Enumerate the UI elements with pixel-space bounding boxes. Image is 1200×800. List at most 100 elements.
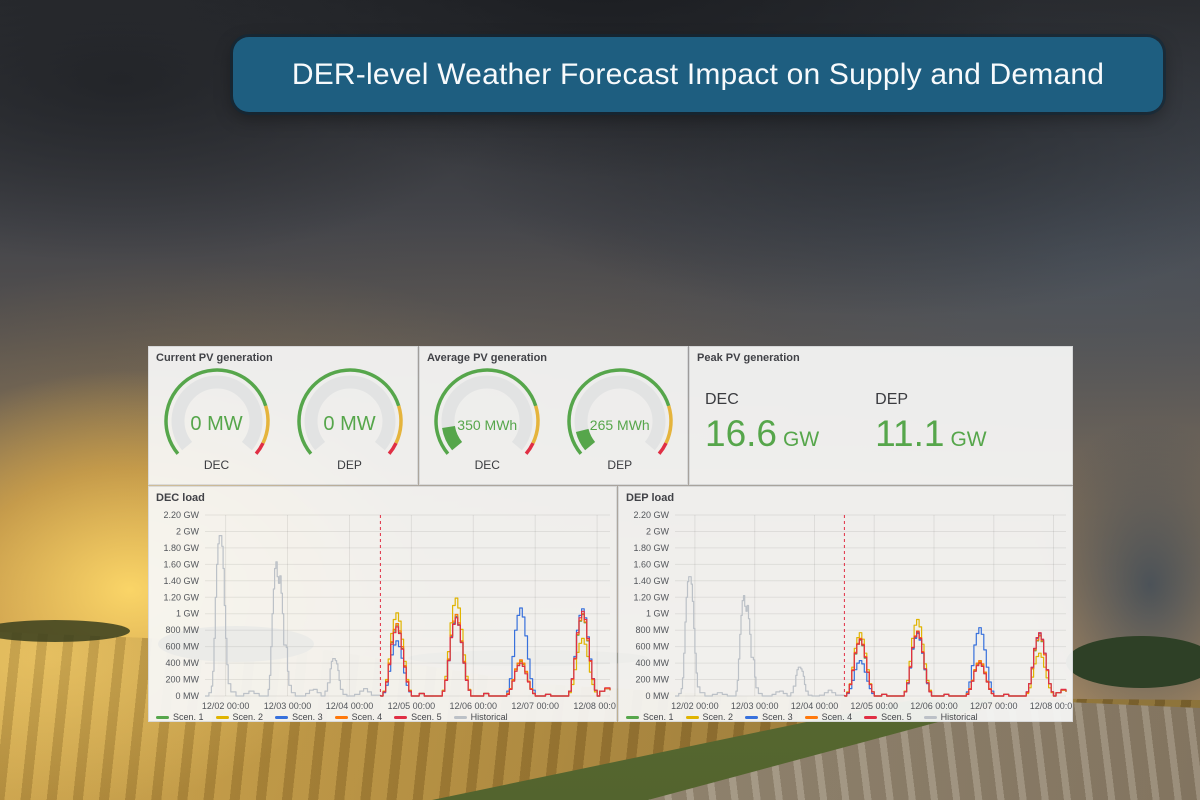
gauge-dec: 350 MWh DEC — [424, 365, 550, 472]
legend-swatch — [453, 716, 467, 720]
svg-text:12/07 00:00: 12/07 00:00 — [970, 701, 1018, 711]
svg-text:12/04 00:00: 12/04 00:00 — [326, 701, 374, 711]
gauge-value: 265 MWh — [589, 417, 650, 433]
svg-text:1.20 GW: 1.20 GW — [633, 592, 669, 602]
legend-item[interactable]: Scen. 2 — [215, 712, 263, 722]
panel-title[interactable]: Average PV generation — [427, 352, 548, 364]
svg-text:1.40 GW: 1.40 GW — [633, 576, 669, 586]
legend-swatch — [626, 716, 639, 720]
svg-text:2.20 GW: 2.20 GW — [633, 510, 669, 520]
gauge-dec: 0 MW DEC — [154, 365, 280, 472]
svg-text:1 GW: 1 GW — [646, 609, 670, 619]
legend-item[interactable]: Scen. 2 — [685, 712, 733, 722]
svg-text:400 MW: 400 MW — [165, 658, 199, 668]
legend-item[interactable]: Scen. 1 — [626, 712, 674, 722]
svg-text:200 MW: 200 MW — [165, 675, 199, 685]
svg-text:600 MW: 600 MW — [165, 642, 199, 652]
svg-text:12/06 00:00: 12/06 00:00 — [910, 701, 958, 711]
legend-swatch — [804, 716, 818, 720]
legend-item[interactable]: Historical — [923, 712, 978, 722]
svg-text:12/03 00:00: 12/03 00:00 — [264, 701, 312, 711]
svg-text:12/02 00:00: 12/02 00:00 — [671, 701, 719, 711]
gauge-dep: 265 MWh DEP — [557, 365, 683, 472]
title-banner: DER-level Weather Forecast Impact on Sup… — [233, 37, 1163, 112]
gauge-dep: 0 MW DEP — [287, 365, 413, 472]
legend-item[interactable]: Scen. 3 — [745, 712, 793, 722]
svg-text:1.60 GW: 1.60 GW — [163, 559, 199, 569]
legend-swatch — [923, 716, 937, 720]
legend-swatch — [156, 716, 169, 720]
chart-legend: Scen. 1 Scen. 2 Scen. 3 Scen. 4 Scen. 5 Histo… — [626, 712, 1073, 722]
dec-load-chart[interactable]: 2.20 GW 2 GW 1.80 GW 1.60 GW 1.40 GW 1.20 GW 1… — [149, 505, 616, 711]
stat-dec: DEC 16.6 GW — [705, 391, 819, 455]
legend-item[interactable]: Scen. 5 — [394, 712, 442, 722]
panel-title[interactable]: Current PV generation — [156, 352, 273, 364]
svg-text:12/07 00:00: 12/07 00:00 — [511, 701, 559, 711]
svg-text:2 GW: 2 GW — [176, 527, 200, 537]
stat-value: 11.1 — [875, 413, 945, 454]
svg-text:200 MW: 200 MW — [635, 675, 669, 685]
panel-dep-load: DEP load 2.20 GW 2 GW 1.80 GW 1.60 GW 1.40 G… — [618, 486, 1073, 722]
svg-text:800 MW: 800 MW — [165, 625, 199, 635]
svg-text:2.20 GW: 2.20 GW — [163, 510, 199, 520]
svg-text:12/06 00:00: 12/06 00:00 — [450, 701, 498, 711]
svg-text:1 GW: 1 GW — [176, 609, 200, 619]
gauge-value: 350 MWh — [457, 417, 518, 433]
gauge-label: DEP — [607, 458, 633, 472]
gauge-label: DEC — [474, 458, 500, 472]
gauge-label: DEP — [337, 458, 362, 472]
dashboard: Current PV generation 0 MW DEC 0 MW DEP … — [148, 346, 1073, 722]
gauge-arc — [163, 368, 270, 455]
svg-text:12/03 00:00: 12/03 00:00 — [731, 701, 779, 711]
legend-item[interactable]: Scen. 3 — [275, 712, 323, 722]
legend-item[interactable]: Historical — [453, 712, 508, 722]
panel-peak-pv-generation: Peak PV generation DEC 16.6 GW DEP 11.1 GW — [689, 346, 1073, 485]
legend-swatch — [334, 716, 348, 720]
panel-current-pv-generation: Current PV generation 0 MW DEC 0 MW DEP — [148, 346, 418, 485]
stat-label: DEP — [875, 391, 909, 408]
legend-item[interactable]: Scen. 5 — [864, 712, 912, 722]
stat-unit: GW — [783, 428, 820, 451]
svg-text:600 MW: 600 MW — [635, 642, 669, 652]
stat-unit: GW — [950, 428, 987, 451]
svg-text:12/02 00:00: 12/02 00:00 — [202, 701, 250, 711]
svg-text:12/08 00:00: 12/08 00:00 — [573, 701, 616, 711]
stat-dep: DEP 11.1 GW — [875, 391, 986, 455]
legend-swatch — [394, 716, 408, 720]
panel-average-pv-generation: Average PV generation 350 MWh DEC 265 MW… — [419, 346, 688, 485]
treeline — [0, 620, 130, 642]
legend-swatch — [864, 716, 878, 720]
panel-title[interactable]: DEC load — [156, 492, 205, 504]
gauge-label: DEC — [203, 458, 230, 472]
svg-text:0 MW: 0 MW — [176, 691, 200, 701]
svg-text:1.60 GW: 1.60 GW — [633, 559, 669, 569]
svg-text:12/08 00:00: 12/08 00:00 — [1030, 701, 1072, 711]
legend-item[interactable]: Scen. 4 — [334, 712, 382, 722]
panel-dec-load: DEC load 2.20 GW 2 GW 1.80 GW 1.60 GW 1.40 G… — [148, 486, 617, 722]
panel-title[interactable]: DEP load — [626, 492, 675, 504]
svg-text:800 MW: 800 MW — [635, 625, 669, 635]
legend-swatch — [685, 716, 699, 720]
svg-text:400 MW: 400 MW — [635, 658, 669, 668]
gauge-arc — [434, 368, 540, 455]
gauge-arc — [567, 368, 673, 455]
gauge-value: 0 MW — [190, 413, 243, 435]
svg-text:1.40 GW: 1.40 GW — [163, 576, 199, 586]
gauge-value: 0 MW — [323, 413, 376, 435]
svg-text:12/05 00:00: 12/05 00:00 — [388, 701, 436, 711]
banner-title: DER-level Weather Forecast Impact on Sup… — [291, 57, 1105, 91]
stat-value: 16.6 — [705, 413, 778, 454]
dep-load-chart[interactable]: 2.20 GW 2 GW 1.80 GW 1.60 GW 1.40 GW 1.20 GW 1… — [619, 505, 1072, 711]
svg-text:12/04 00:00: 12/04 00:00 — [791, 701, 839, 711]
legend-item[interactable]: Scen. 1 — [156, 712, 204, 722]
legend-swatch — [275, 716, 289, 720]
legend-swatch — [745, 716, 759, 720]
stat-label: DEC — [705, 391, 739, 408]
panel-title[interactable]: Peak PV generation — [697, 352, 800, 364]
treeline — [1066, 636, 1200, 688]
legend-item[interactable]: Scen. 4 — [804, 712, 852, 722]
svg-text:0 MW: 0 MW — [646, 691, 670, 701]
svg-text:1.20 GW: 1.20 GW — [163, 592, 199, 602]
svg-text:1.80 GW: 1.80 GW — [163, 543, 199, 553]
